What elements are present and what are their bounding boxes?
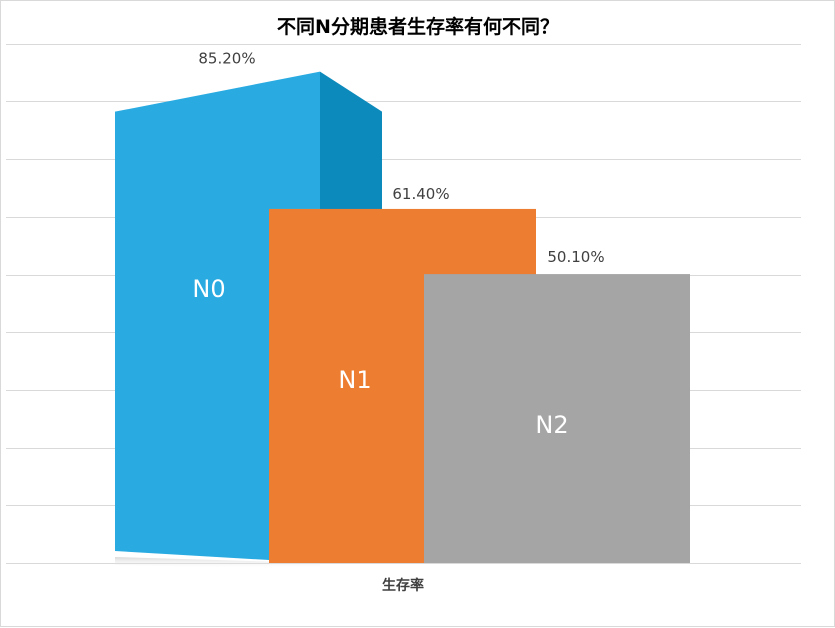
bar-N2	[424, 274, 690, 563]
x-axis-label: 生存率	[382, 577, 424, 594]
bars	[115, 71, 690, 569]
bar-shadow-N0	[115, 557, 320, 569]
category-label-N2: N2	[535, 411, 568, 439]
data-label-N1: 61.40%	[392, 185, 449, 203]
labels: 不同N分期患者生存率有何不同？ 生存率 85.20% N0 61.40% N1 50.1…	[192, 15, 604, 594]
data-label-N0: 85.20%	[198, 50, 255, 68]
bar-N0	[115, 71, 320, 564]
category-label-N0: N0	[192, 275, 225, 303]
chart-title: 不同N分期患者生存率有何不同？	[277, 15, 559, 38]
data-label-N2: 50.10%	[547, 248, 604, 266]
category-label-N1: N1	[338, 366, 371, 394]
